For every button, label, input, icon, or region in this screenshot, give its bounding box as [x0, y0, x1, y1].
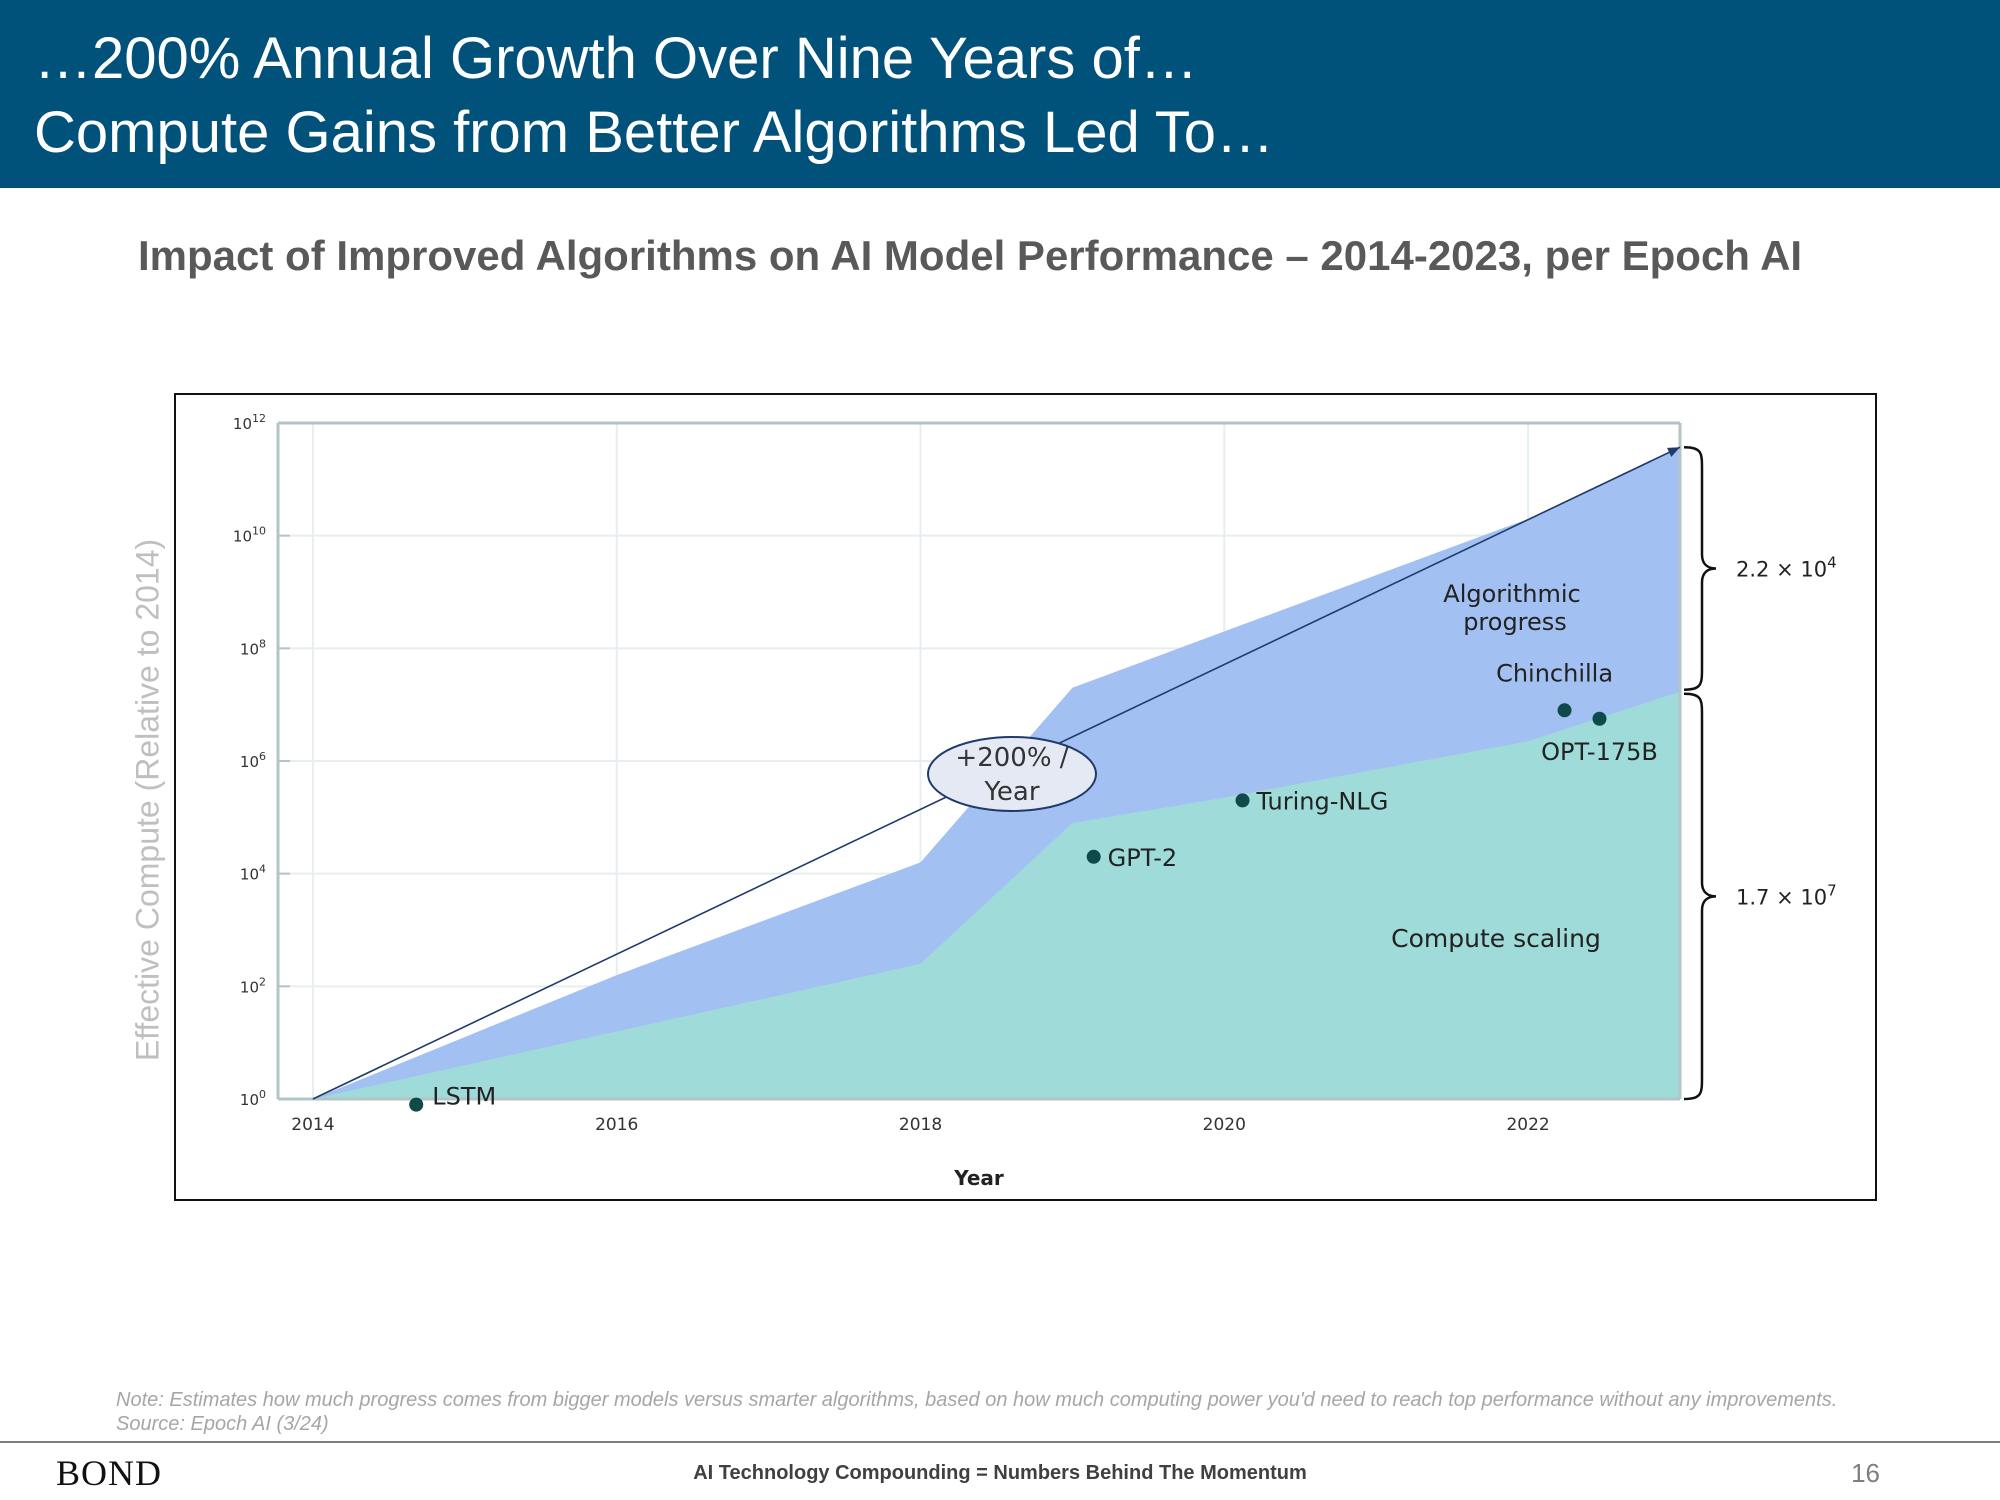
x-tick-label-2022: 2022 — [1506, 1115, 1549, 1135]
y-tick-label-1: 102 — [240, 975, 266, 996]
model-point-opt-175b — [1592, 711, 1607, 726]
y-tick-label-4: 108 — [240, 637, 266, 658]
y-axis-label: Effective Compute (Relative to 2014) — [129, 538, 166, 1062]
x-tick-label-2016: 2016 — [595, 1115, 638, 1135]
model-label-chinchilla: Chinchilla — [1496, 659, 1613, 687]
model-point-chinchilla — [1557, 703, 1572, 718]
footer-caption: AI Technology Compounding = Numbers Behi… — [693, 1462, 1307, 1484]
bond-logo: BOND — [56, 1453, 163, 1493]
x-axis-label: Year — [953, 1166, 1004, 1190]
trend-label-line-2: Year — [983, 777, 1039, 807]
model-label-turing-nlg: Turing-NLG — [1256, 787, 1389, 815]
y-tick-label-3: 106 — [240, 750, 266, 771]
chart-frame: 100 102 104 106 108 1010 1012 2014 2016 2018 2020 2… — [174, 393, 1877, 1201]
footnote: Note: Estimates how much progress comes … — [116, 1389, 1838, 1435]
y-tick-label-0: 100 — [240, 1088, 266, 1109]
x-tick-label-2018: 2018 — [899, 1115, 942, 1135]
region-label-compute-scaling: Compute scaling — [1391, 924, 1601, 953]
trend-label-line-1: +200% / — [955, 743, 1068, 773]
trend-arrow-head — [1667, 447, 1680, 457]
y-tick-label-6: 1012 — [233, 412, 266, 433]
x-tick-label-2014: 2014 — [291, 1115, 334, 1135]
y-tick-label-5: 1010 — [233, 525, 266, 546]
page-number: 16 — [1851, 1458, 1880, 1488]
footer-divider — [0, 1441, 2000, 1443]
model-point-lstm — [409, 1097, 424, 1112]
brace-label-1: 1.7 × 107 — [1736, 881, 1837, 909]
title-line-1: …200% Annual Growth Over Nine Years of… — [34, 26, 1198, 91]
area-compute-scaling — [312, 691, 1680, 1099]
model-label-opt-175b: OPT-175B — [1541, 738, 1658, 766]
model-point-turing-nlg — [1235, 793, 1250, 808]
brace-1 — [1683, 692, 1717, 1101]
title-line-2: Compute Gains from Better Algorithms Led… — [34, 100, 1275, 165]
model-point-gpt-2 — [1086, 849, 1101, 864]
model-label-lstm: LSTM — [432, 1083, 496, 1111]
region-label-algorithmic-2: progress — [1463, 608, 1567, 636]
model-label-gpt-2: GPT-2 — [1108, 844, 1177, 872]
trend-label-ellipse — [927, 736, 1097, 812]
title-banner: …200% Annual Growth Over Nine Years of… … — [0, 0, 2000, 188]
y-tick-label-2: 104 — [240, 863, 266, 884]
brace-0 — [1683, 445, 1717, 691]
chart-subtitle: Impact of Improved Algorithms on AI Mode… — [138, 232, 1803, 279]
region-label-algorithmic-1: Algorithmic — [1443, 580, 1580, 608]
chart-svg: 100 102 104 106 108 1010 1012 2014 2016 2018 2020 2… — [233, 412, 1837, 1190]
x-tick-label-2020: 2020 — [1203, 1115, 1246, 1135]
brace-label-0: 2.2 × 104 — [1736, 553, 1837, 581]
